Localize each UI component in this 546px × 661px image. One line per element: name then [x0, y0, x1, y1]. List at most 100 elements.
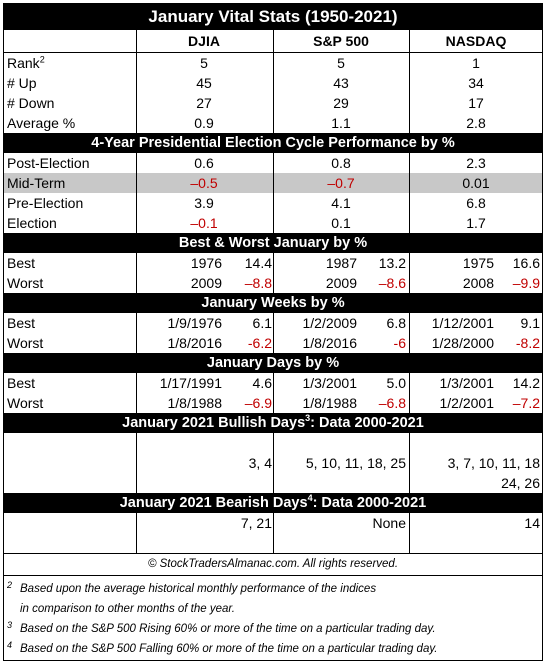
row-worst-day: Worst 1/8/1988 –6.9 1/8/1988 –6.8 1/2/20… — [4, 393, 542, 413]
footnotes: 2 Based upon the average historical month… — [4, 576, 542, 660]
row-label: Worst — [7, 335, 44, 351]
cell-pct: –8.8 — [244, 275, 272, 291]
cell-days: None — [372, 515, 406, 531]
copyright: © StockTradersAlmanac.com. All rights re… — [4, 553, 542, 576]
row-worst-week: Worst 1/8/2016 -6.2 1/8/2016 -6 1/28/200… — [4, 333, 542, 353]
cell: –0.5 — [190, 175, 218, 191]
cell: 1 — [472, 55, 480, 71]
cell: 43 — [333, 75, 349, 91]
cell-pct: -6.2 — [247, 335, 272, 351]
row-label: Worst — [7, 275, 44, 291]
row-mid-term: Mid-Term –0.5 –0.7 0.01 — [4, 173, 542, 193]
row-label: Rank2 — [7, 54, 45, 71]
row-label: Pre-Election — [7, 195, 84, 211]
cell-pct: 14.2 — [512, 375, 540, 391]
cell: 45 — [196, 75, 212, 91]
cell-date: 1/8/1988 — [302, 395, 358, 411]
row-average: Average % 0.9 1.1 2.8 — [4, 113, 542, 133]
cell: 0.8 — [331, 155, 351, 171]
cell: 0.01 — [462, 175, 490, 191]
section-header-days: January Days by % — [4, 353, 542, 373]
cell-pct: -6 — [393, 335, 406, 351]
cell-date: 1/12/2001 — [431, 315, 494, 331]
row-down: # Down 27 29 17 — [4, 93, 542, 113]
cell: 27 — [196, 95, 212, 111]
cell-date: 1/2/2001 — [439, 395, 495, 411]
cell: 4.1 — [331, 195, 351, 211]
section-header-bearish: January 2021 Bearish Days4: Data 2000-20… — [4, 493, 542, 513]
cell-pct: –6.8 — [378, 395, 406, 411]
section-header-weeks: January Weeks by % — [4, 293, 542, 313]
cell-pct: -8.2 — [515, 335, 540, 351]
cell: 17 — [468, 95, 484, 111]
section-header-election: 4-Year Presidential Election Cycle Perfo… — [4, 133, 542, 153]
cell-pct: –8.6 — [378, 275, 406, 291]
row-up: # Up 45 43 34 — [4, 73, 542, 93]
row-label: Worst — [7, 395, 44, 411]
cell: 1.1 — [331, 115, 351, 131]
cell-pct: –7.2 — [512, 395, 540, 411]
cell-date: 1/8/2016 — [302, 335, 358, 351]
cell: 0.9 — [194, 115, 214, 131]
cell: 34 — [468, 75, 484, 91]
cell: 2.3 — [466, 155, 486, 171]
cell: 5 — [200, 55, 208, 71]
footnote-4: 4 Based on the S&P 500 Falling 60% or mor… — [7, 640, 438, 655]
cell-year: 1975 — [462, 255, 494, 271]
row-worst-january: Worst 2009 –8.8 2009 –8.6 2008 –9.9 — [4, 273, 542, 293]
cell-pct: 13.2 — [378, 255, 406, 271]
row-label: Election — [7, 215, 57, 231]
cell-year: 2009 — [190, 275, 222, 291]
row-bullish-days: 3, 4 5, 10, 11, 18, 25 3, 7, 10, 11, 18 … — [4, 433, 542, 491]
cell: 6.8 — [466, 195, 486, 211]
row-pre-election: Pre-Election 3.9 4.1 6.8 — [4, 193, 542, 213]
cell-date: 1/9/1976 — [167, 315, 223, 331]
cell-date: 1/8/1988 — [167, 395, 223, 411]
row-best-january: Best 1976 14.4 1987 13.2 1975 16.6 — [4, 253, 542, 273]
cell-date: 1/17/1991 — [159, 375, 222, 391]
cell: 0.6 — [194, 155, 214, 171]
cell-date: 1/3/2001 — [439, 375, 495, 391]
cell-days: 3, 7, 10, 11, 18 — [447, 455, 540, 471]
footnote-2-cont: in comparison to other months of the yea… — [20, 603, 235, 615]
cell-pct: –9.9 — [512, 275, 540, 291]
row-best-day: Best 1/17/1991 4.6 1/3/2001 5.0 1/3/2001… — [4, 373, 542, 393]
row-label: Best — [7, 315, 36, 331]
section-header-bullish: January 2021 Bullish Days3: Data 2000-20… — [4, 413, 542, 433]
vital-stats-table: January Vital Stats (1950-2021) DJIA S&P… — [3, 3, 543, 661]
cell-year: 1987 — [325, 255, 357, 271]
cell-pct: 16.6 — [512, 255, 540, 271]
table-title: January Vital Stats (1950-2021) — [4, 4, 542, 30]
cell-pct: 5.0 — [386, 375, 406, 391]
col-sp500: S&P 500 — [313, 33, 369, 49]
row-best-week: Best 1/9/1976 6.1 1/2/2009 6.8 1/12/2001… — [4, 313, 542, 333]
cell: 1.7 — [466, 215, 486, 231]
cell-pct: 9.1 — [520, 315, 540, 331]
cell: 0.1 — [331, 215, 351, 231]
cell-date: 1/2/2009 — [302, 315, 358, 331]
cell-days: 24, 26 — [501, 475, 540, 491]
row-election: Election –0.1 0.1 1.7 — [4, 213, 542, 233]
col-djia: DJIA — [188, 33, 220, 49]
row-label: Best — [7, 255, 36, 271]
cell-days: 14 — [524, 515, 540, 531]
row-label: Best — [7, 375, 36, 391]
cell-days: 3, 4 — [248, 455, 272, 471]
cell: –0.1 — [190, 215, 218, 231]
cell: 3.9 — [194, 195, 214, 211]
row-label: Post-Election — [7, 155, 90, 171]
col-nasdaq: NASDAQ — [445, 33, 507, 49]
cell-date: 1/3/2001 — [302, 375, 358, 391]
row-label: # Down — [7, 95, 55, 111]
footnote-3: 3 Based on the S&P 500 Rising 60% or more… — [7, 620, 436, 635]
cell-date: 1/28/2000 — [431, 335, 494, 351]
cell-pct: 6.8 — [386, 315, 406, 331]
cell-year: 1976 — [190, 255, 222, 271]
cell-year: 2009 — [325, 275, 357, 291]
cell-pct: –6.9 — [244, 395, 272, 411]
cell-pct: 6.1 — [252, 315, 272, 331]
row-label: Mid-Term — [7, 175, 66, 191]
row-bullish-continuation — [4, 473, 542, 493]
row-post-election: Post-Election 0.6 0.8 2.3 — [4, 153, 542, 173]
cell-date: 1/8/2016 — [167, 335, 223, 351]
